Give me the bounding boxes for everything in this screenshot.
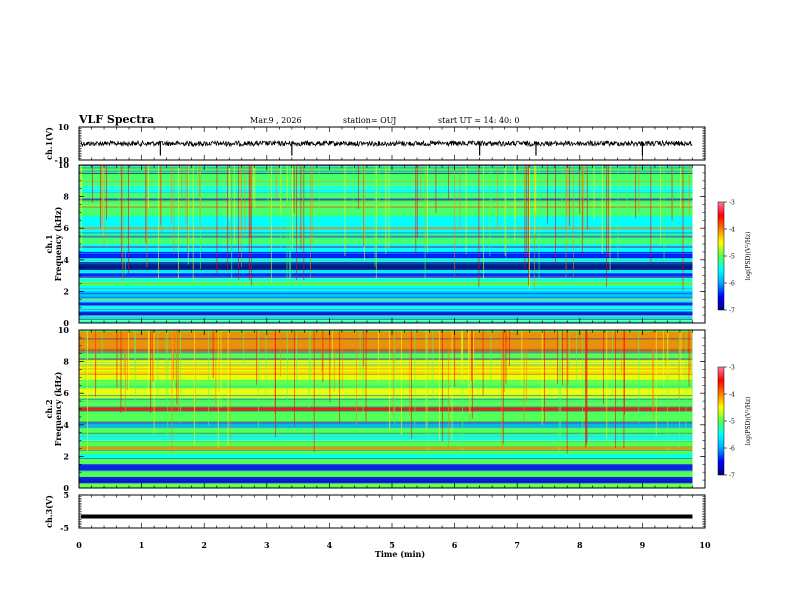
spectrogram-band	[79, 421, 693, 428]
spectrogram-band	[79, 464, 693, 471]
y-axis-title: ch.3(V)	[44, 495, 54, 528]
x-tick-label: 9	[640, 540, 646, 550]
spectrogram-band	[79, 434, 693, 441]
x-tick-label: 5	[389, 540, 395, 550]
spectrogram-band	[79, 407, 693, 411]
y-tick-label: 5	[63, 490, 69, 500]
figure-title: VLF Spectra	[78, 113, 154, 126]
y-tick-label: 10	[58, 160, 70, 170]
colorbar-scale	[717, 366, 725, 476]
ch2-colorbar: -3 -4 -5 -6 -7 log(PSD)(V²/Hz)	[717, 365, 752, 480]
colorbar-tick-label: -5	[729, 254, 735, 261]
station-label: station= OUJ	[343, 116, 396, 125]
spectrogram-band	[79, 454, 693, 459]
colorbar-tick-label: -3	[729, 200, 735, 207]
spectrogram-band	[79, 291, 693, 298]
x-tick-label: 6	[452, 540, 458, 550]
y-axis-title: ch.2Frequency (kHz)	[44, 371, 63, 446]
y-tick-label: -5	[60, 523, 69, 533]
spectrogram-band	[79, 251, 693, 259]
y-tick-label: 10	[58, 122, 70, 132]
y-tick-label: 0	[63, 318, 69, 328]
spectrogram-band	[79, 447, 693, 450]
y-tick-label: 8	[63, 357, 69, 367]
ch1-trace	[80, 139, 693, 148]
x-tick-label: 3	[264, 540, 270, 550]
colorbar-title: log(PSD)(V²/Hz)	[745, 397, 752, 446]
colorbar-title: log(PSD)(V²/Hz)	[745, 232, 752, 281]
y-tick-label: 6	[63, 388, 69, 398]
colorbar-tick-label: -6	[729, 281, 735, 288]
y-tick-label: 8	[63, 192, 69, 202]
ch1-colorbar: -3 -4 -5 -6 -7 log(PSD)(V²/Hz)	[717, 200, 752, 315]
colorbar-tick-label: -7	[729, 308, 735, 315]
x-tick-label: 4	[327, 540, 333, 550]
x-tick-label: 2	[201, 540, 207, 550]
y-tick-label: 4	[63, 420, 69, 430]
spectrogram-band	[79, 331, 693, 354]
x-axis-title: Time (min)	[375, 549, 425, 559]
x-tick-label: 7	[514, 540, 520, 550]
spectrogram-band	[79, 273, 693, 278]
y-tick-label: 4	[63, 255, 69, 265]
colorbar-tick-label: -4	[729, 392, 735, 399]
y-tick-label: 2	[63, 451, 69, 461]
y-tick-label: 10	[58, 325, 70, 335]
colorbar-tick-label: -5	[729, 419, 735, 426]
spectrogram-band	[79, 388, 693, 398]
colorbar-tick-label: -3	[729, 365, 735, 372]
y-axis-title: ch.1(V)	[44, 127, 54, 160]
ch3-waveform-panel: 0 1 2 3 4 5 6 7 8 9 10 5 -5 ch.3(V)	[44, 490, 711, 550]
start-time-label: start UT = 14: 40: 0	[438, 116, 519, 125]
spectrogram-band	[79, 302, 693, 306]
date-label: Mar.9 , 2026	[250, 116, 302, 125]
ch2-spectrogram-panel: 0 2 4 6 8 10 ch.2Frequency (kHz)	[44, 325, 706, 493]
colorbar-tick-label: -6	[729, 446, 735, 453]
ch1-spectrogram-panel: 0 2 4 6 8 10 ch.1Frequency (kHz)	[44, 160, 706, 328]
y-axis-title: ch.1Frequency (kHz)	[44, 206, 63, 281]
x-tick-label: 10	[699, 540, 711, 550]
y-tick-label: 6	[63, 223, 69, 233]
x-tick-label: 0	[76, 540, 82, 550]
colorbar-scale	[717, 201, 725, 311]
y-tick-label: -10	[55, 155, 70, 165]
colorbar-tick-label: -4	[729, 227, 735, 234]
y-tick-label: 0	[63, 483, 69, 493]
x-tick-label: 1	[139, 540, 145, 550]
colorbar-tick-label: -7	[729, 473, 735, 480]
x-tick-label: 8	[577, 540, 583, 550]
y-tick-label: 2	[63, 286, 69, 296]
spectrogram-band	[79, 262, 693, 271]
